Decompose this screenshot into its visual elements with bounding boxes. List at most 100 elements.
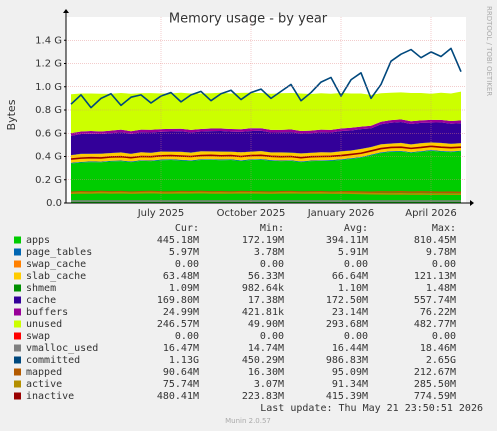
- legend-stat: 5.91M: [338, 247, 368, 258]
- legend-label: buffers: [26, 307, 68, 318]
- legend-stat: 293.68M: [326, 319, 368, 330]
- area: [71, 91, 461, 134]
- y-tick-label: 0.0: [46, 198, 62, 209]
- legend-stat: 0.00: [344, 331, 368, 342]
- legend-stat: 75.74M: [163, 379, 199, 390]
- legend-stat: 445.18M: [157, 235, 199, 246]
- x-tick-label: April 2026: [405, 208, 456, 219]
- area: [71, 150, 461, 164]
- y-tick-label: 0.6 G: [35, 128, 62, 139]
- y-tick-label: 1.4 G: [35, 35, 62, 46]
- legend-label: apps: [26, 235, 50, 246]
- legend-stat: 480.41M: [157, 391, 199, 402]
- legend-stat: 1.10M: [338, 283, 368, 294]
- area: [71, 119, 461, 136]
- line: [70, 145, 462, 160]
- legend-stat: 169.80M: [157, 295, 199, 306]
- legend-swatch: [14, 296, 21, 304]
- x-tick-label: July 2025: [137, 208, 185, 219]
- legend-stat: 223.83M: [242, 391, 284, 402]
- legend-label: swap: [26, 331, 50, 342]
- legend-header: Avg:: [344, 223, 368, 234]
- legend-stat: 76.22M: [420, 307, 456, 318]
- legend-stat: 986.83M: [326, 355, 368, 366]
- legend-header: Max:: [432, 223, 456, 234]
- legend-swatch: [14, 344, 21, 352]
- area: [71, 121, 461, 156]
- legend-swatch: [14, 320, 21, 328]
- legend-stat: 56.33M: [248, 271, 284, 282]
- y-tick-label: 1.0 G: [35, 82, 62, 93]
- version: Munin 2.0.57: [225, 417, 271, 425]
- legend-stat: 1.48M: [426, 283, 456, 294]
- legend-stat: 23.14M: [332, 307, 368, 318]
- y-tick-label: 0.8 G: [35, 105, 62, 116]
- legend-stat: 0.00: [260, 331, 284, 342]
- legend-stat: 24.99M: [163, 307, 199, 318]
- legend-stat: 49.90M: [248, 319, 284, 330]
- legend-stat: 0.00: [175, 259, 199, 270]
- legend-label: page_tables: [26, 247, 92, 258]
- footer: Last update: Thu May 21 23:50:51 2026: [260, 403, 483, 414]
- legend-stat: 66.64M: [332, 271, 368, 282]
- x-tick-label: January 2026: [307, 208, 375, 219]
- legend-stat: 172.19M: [242, 235, 284, 246]
- legend-swatch: [14, 380, 21, 388]
- legend-stat: 394.11M: [326, 235, 368, 246]
- legend-label: active: [26, 379, 62, 390]
- legend-stat: 421.81k: [242, 307, 284, 318]
- legend-stat: 172.50M: [326, 295, 368, 306]
- legend-label: mapped: [26, 367, 62, 378]
- legend-stat: 450.29M: [242, 355, 284, 366]
- x-tick-label: October 2025: [217, 208, 286, 219]
- legend-stat: 982.64k: [242, 283, 284, 294]
- legend-stat: 2.65G: [426, 355, 456, 366]
- line: [70, 47, 462, 109]
- legend-stat: 63.48M: [163, 271, 199, 282]
- legend-stat: 1.13G: [169, 355, 199, 366]
- legend-stat: 121.13M: [414, 271, 456, 282]
- axis-arrow: [470, 200, 474, 206]
- legend-swatch: [14, 332, 21, 340]
- legend-label: committed: [26, 355, 80, 366]
- legend-stat: 17.38M: [248, 295, 284, 306]
- legend-stat: 14.74M: [248, 343, 284, 354]
- legend-swatch: [14, 356, 21, 364]
- legend-stat: 95.09M: [332, 367, 368, 378]
- legend-stat: 91.34M: [332, 379, 368, 390]
- legend-stat: 557.74M: [414, 295, 456, 306]
- legend-swatch: [14, 284, 21, 292]
- legend-stat: 774.59M: [414, 391, 456, 402]
- legend-stat: 18.46M: [420, 343, 456, 354]
- legend-label: shmem: [26, 283, 56, 294]
- legend-swatch: [14, 368, 21, 376]
- legend-stat: 3.07M: [254, 379, 284, 390]
- legend-swatch: [14, 236, 21, 244]
- legend-stat: 482.77M: [414, 319, 456, 330]
- chart-title: Memory usage - by year: [169, 12, 328, 27]
- legend-stat: 3.78M: [254, 247, 284, 258]
- legend-label: cache: [26, 295, 56, 306]
- legend-swatch: [14, 248, 21, 256]
- legend-stat: 246.57M: [157, 319, 199, 330]
- legend-swatch: [14, 392, 21, 400]
- y-tick-label: 0.2 G: [35, 175, 62, 186]
- legend-swatch: [14, 272, 21, 280]
- axis-arrow: [63, 9, 69, 13]
- legend-stat: 212.67M: [414, 367, 456, 378]
- line: [70, 190, 462, 194]
- y-axis-label: Bytes: [5, 99, 18, 130]
- legend-stat: 285.50M: [414, 379, 456, 390]
- y-tick-label: 0.4 G: [35, 152, 62, 163]
- legend-stat: 0.00: [260, 259, 284, 270]
- legend-stat: 0.00: [432, 331, 456, 342]
- legend-label: slab_cache: [26, 271, 86, 282]
- legend-header: Min:: [260, 223, 284, 234]
- legend-label: vmalloc_used: [26, 343, 98, 354]
- legend-swatch: [14, 308, 21, 316]
- legend-stat: 415.39M: [326, 391, 368, 402]
- legend-stat: 5.97M: [169, 247, 199, 258]
- legend-stat: 90.64M: [163, 367, 199, 378]
